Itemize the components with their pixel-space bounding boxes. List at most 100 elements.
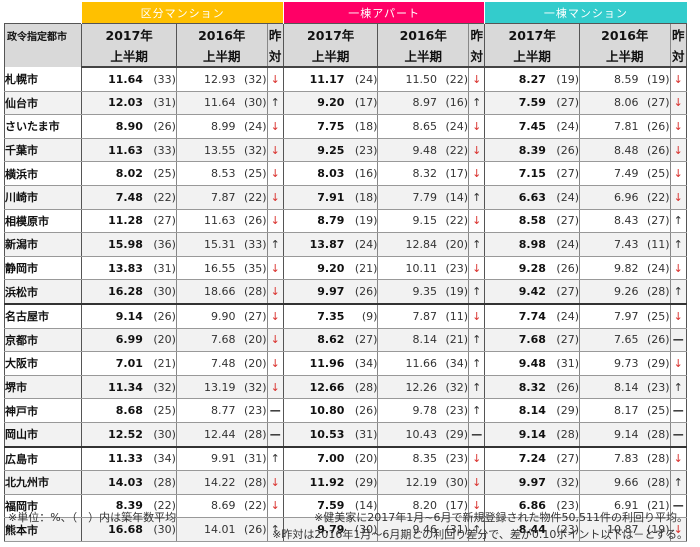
age-2017: (29) bbox=[344, 470, 379, 495]
city-column-header: 政令指定都市 bbox=[3, 23, 83, 67]
city-name: 川崎市 bbox=[3, 185, 83, 210]
table-row: 仙台市 12.03 (31) 11.64 (30) ↑ 9.20 (17) 8.97 (16) ↑ 7… bbox=[3, 91, 688, 116]
yield-2016: 13.55 bbox=[176, 138, 236, 163]
arrow-up-icon: ↑ bbox=[468, 185, 486, 210]
age-2016: (25) bbox=[638, 303, 671, 329]
age-2016: (24) bbox=[638, 256, 671, 281]
table-row: 堺市 11.34 (32) 13.19 (32) ↓ 12.66 (28) 12.26 (32) ↑… bbox=[3, 375, 688, 400]
yield-2017: 7.91 bbox=[283, 185, 345, 210]
age-2016: (23) bbox=[436, 446, 469, 472]
age-2016: (27) bbox=[235, 303, 268, 329]
yield-2016: 9.78 bbox=[377, 398, 437, 423]
arrow-down-icon: ↓ bbox=[266, 161, 284, 186]
yield-2016: 8.48 bbox=[579, 138, 639, 163]
age-2016: (26) bbox=[235, 517, 268, 542]
arrow-down-icon: ↓ bbox=[266, 256, 284, 281]
arrow-down-icon: ↓ bbox=[468, 209, 486, 234]
yield-2017: 9.28 bbox=[484, 256, 546, 281]
arrow-down-icon: ↓ bbox=[468, 161, 486, 186]
city-name: 新潟市 bbox=[3, 232, 83, 257]
age-2016: (23) bbox=[436, 398, 469, 423]
city-name: 相模原市 bbox=[3, 209, 83, 234]
yield-2016: 7.87 bbox=[176, 185, 236, 210]
age-2017: (24) bbox=[344, 67, 379, 92]
age-2017: (21) bbox=[344, 256, 379, 281]
yield-2016: 11.50 bbox=[377, 67, 437, 92]
age-2016: (30) bbox=[436, 470, 469, 495]
age-2016: (23) bbox=[436, 256, 469, 281]
yield-2017: 8.79 bbox=[283, 209, 345, 234]
age-2016: (25) bbox=[638, 398, 671, 423]
header-yoy-bottom: 対 bbox=[468, 45, 486, 68]
city-name: 広島市 bbox=[3, 446, 83, 472]
age-2017: (33) bbox=[142, 138, 177, 163]
header-yoy-top: 昨 bbox=[468, 23, 486, 45]
age-2016: (34) bbox=[436, 351, 469, 376]
city-name: 神戸市 bbox=[3, 398, 83, 423]
yield-2017: 7.35 bbox=[283, 303, 345, 329]
yield-2017: 7.45 bbox=[484, 114, 546, 139]
yield-2016: 7.65 bbox=[579, 328, 639, 353]
arrow-down-icon: ↓ bbox=[669, 517, 688, 542]
table-row: 岡山市 12.52 (30) 12.44 (28) —10.53 (31) 10.43 (29)… bbox=[3, 422, 688, 448]
age-2016: (27) bbox=[638, 91, 671, 116]
arrow-down-icon: ↓ bbox=[266, 470, 284, 495]
unit-note: ※単位：%、（ ）内は築年数平均 bbox=[8, 511, 177, 524]
arrow-down-icon: ↓ bbox=[468, 67, 486, 92]
yield-2016: 10.87 bbox=[579, 517, 639, 542]
yoy-rule-note: ※昨対は2016年1月～6月期との利回り差分で、差が0.10ポイント以下は－とす… bbox=[272, 528, 688, 541]
age-2017: (30) bbox=[344, 517, 379, 542]
yield-2017: 9.97 bbox=[484, 470, 546, 495]
age-2016: (14) bbox=[436, 185, 469, 210]
arrow-up-icon: ↑ bbox=[266, 91, 284, 116]
yield-2016: 9.91 bbox=[176, 446, 236, 472]
yield-2017: 6.86 bbox=[484, 494, 546, 519]
age-2017: (26) bbox=[545, 375, 580, 400]
yield-2017: 9.79 bbox=[283, 517, 345, 542]
yield-2016: 14.01 bbox=[176, 517, 236, 542]
age-2017: (36) bbox=[142, 232, 177, 257]
table-row: 相模原市 11.28 (27) 11.63 (26) ↓ 8.79 (19) 9.15 (22) ↓… bbox=[3, 209, 688, 234]
yield-2016: 10.43 bbox=[377, 422, 437, 448]
yield-2016: 9.90 bbox=[176, 303, 236, 329]
yield-2016: 9.48 bbox=[377, 138, 437, 163]
yield-2016: 8.14 bbox=[377, 328, 437, 353]
age-2016: (28) bbox=[638, 446, 671, 472]
arrow-down-icon: ↓ bbox=[669, 91, 688, 116]
age-2017: (24) bbox=[545, 185, 580, 210]
yield-2017: 10.53 bbox=[283, 422, 345, 448]
age-2016: (28) bbox=[235, 470, 268, 495]
age-2017: (27) bbox=[545, 446, 580, 472]
city-name: 大阪市 bbox=[3, 351, 83, 376]
age-2017: (19) bbox=[344, 209, 379, 234]
yield-2016: 12.44 bbox=[176, 422, 236, 448]
age-2017: (23) bbox=[545, 494, 580, 519]
age-2017: (26) bbox=[545, 256, 580, 281]
yield-2016: 7.81 bbox=[579, 114, 639, 139]
age-2016: (19) bbox=[436, 279, 469, 305]
age-2017: (24) bbox=[545, 232, 580, 257]
age-2017: (24) bbox=[545, 303, 580, 329]
yield-2016: 8.69 bbox=[176, 494, 236, 519]
yield-2016: 7.68 bbox=[176, 328, 236, 353]
city-name: 福岡市 bbox=[3, 494, 83, 519]
arrow-down-icon: ↓ bbox=[468, 138, 486, 163]
yield-2016: 6.91 bbox=[579, 494, 639, 519]
age-2016: (22) bbox=[638, 185, 671, 210]
header-yoy-bottom: 対 bbox=[266, 45, 284, 68]
age-2017: (20) bbox=[344, 446, 379, 472]
city-name: 熊本市 bbox=[3, 517, 83, 542]
city-name: 仙台市 bbox=[3, 91, 83, 116]
age-2016: (26) bbox=[235, 209, 268, 234]
yield-2016: 9.82 bbox=[579, 256, 639, 281]
yield-2017: 7.59 bbox=[283, 494, 345, 519]
yield-2016: 9.46 bbox=[377, 517, 437, 542]
age-2016: (26) bbox=[638, 114, 671, 139]
yield-2017: 11.92 bbox=[283, 470, 345, 495]
yield-2017: 14.03 bbox=[81, 470, 143, 495]
source-note: ※健美家に2017年1月~6月で新規登録された物件50,511件の利回り平均。 bbox=[314, 511, 688, 524]
header-period: 上半期 bbox=[484, 45, 580, 68]
age-2017: (19) bbox=[545, 67, 580, 92]
yield-2017: 9.25 bbox=[283, 138, 345, 163]
age-2017: (27) bbox=[142, 209, 177, 234]
